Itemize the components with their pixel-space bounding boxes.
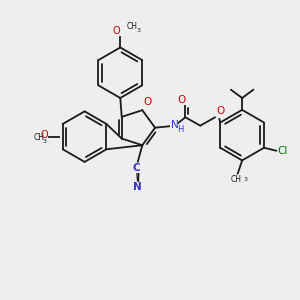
Text: N: N [170, 120, 178, 130]
Text: C: C [133, 163, 140, 173]
Text: CH: CH [127, 22, 138, 31]
Text: CH: CH [34, 133, 45, 142]
Text: Cl: Cl [277, 146, 287, 156]
Text: CH: CH [231, 175, 242, 184]
Text: 3: 3 [43, 139, 47, 144]
Text: O: O [178, 95, 186, 105]
Text: 3: 3 [243, 177, 247, 182]
Text: N: N [134, 182, 142, 192]
Text: O: O [144, 97, 152, 107]
Text: O: O [112, 26, 120, 36]
Text: H: H [177, 125, 183, 134]
Text: O: O [216, 106, 224, 116]
Text: 3: 3 [136, 28, 141, 33]
Text: O: O [40, 130, 48, 140]
